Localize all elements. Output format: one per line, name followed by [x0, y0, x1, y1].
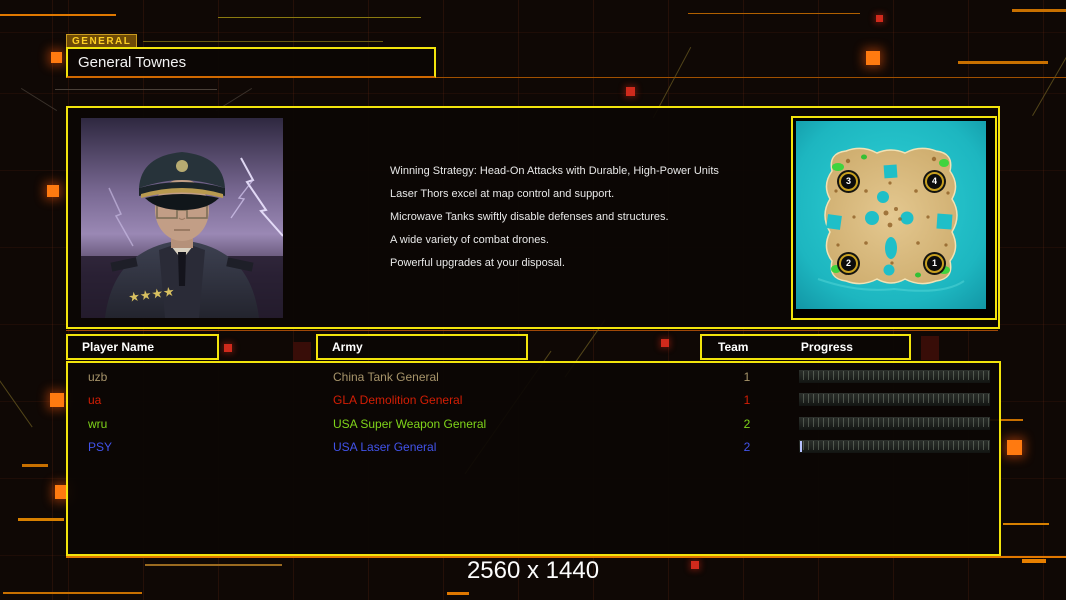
general-portrait: ★★★★	[81, 118, 284, 318]
general-name: General Townes	[78, 54, 187, 71]
decor-square-red	[224, 344, 232, 352]
player-army: USA Laser General	[333, 440, 437, 454]
briefing-line: A wide variety of combat drones.	[390, 234, 549, 246]
decor-line	[66, 330, 998, 331]
load-progress-bar	[799, 393, 990, 406]
svg-text:★★★★: ★★★★	[127, 285, 175, 306]
decor-line	[958, 61, 1048, 64]
player-army: China Tank General	[333, 370, 439, 384]
decor-line	[1003, 523, 1049, 525]
decor-line	[66, 77, 1066, 78]
briefing-line: Powerful upgrades at your disposal.	[390, 257, 565, 269]
strategy-briefing: Winning Strategy: Head-On Attacks with D…	[390, 163, 790, 278]
decor-diagonal	[1032, 54, 1066, 117]
general-portrait-image: ★★★★	[81, 118, 284, 318]
briefing-line: Laser Thors excel at map control and sup…	[390, 188, 615, 200]
player-team: 2	[743, 440, 751, 454]
map-start-marker: 4	[925, 172, 944, 191]
army-header: Army	[316, 334, 528, 360]
decor-line	[447, 592, 469, 595]
briefing-line: Microwave Tanks swiftly disable defenses…	[390, 211, 669, 223]
player-army: GLA Demolition General	[333, 393, 463, 407]
team-header-label: Team	[718, 340, 749, 354]
load-progress-bar	[799, 370, 990, 383]
player-row: ua GLA Demolition General 1	[68, 390, 999, 410]
load-progress-bar	[799, 417, 990, 430]
decor-line	[145, 564, 282, 566]
player-team: 1	[743, 393, 751, 407]
player-name: wru	[88, 417, 108, 431]
player-army: USA Super Weapon General	[333, 417, 487, 431]
decor-line	[55, 89, 217, 90]
marker-number: 4	[931, 176, 937, 186]
decor-line	[688, 13, 860, 14]
player-name-header: Player Name	[66, 334, 219, 360]
map-preview-image	[796, 121, 986, 309]
decor-line	[3, 592, 142, 594]
decor-square	[1007, 440, 1022, 455]
decor-line	[18, 518, 64, 521]
decor-diagonal	[20, 87, 58, 112]
general-info-panel: ★★★★ Winning Strategy: Head-On Attacks w…	[66, 106, 1000, 329]
player-row: PSY USA Laser General 2	[68, 437, 999, 457]
player-team: 2	[743, 417, 751, 431]
player-row: uzb China Tank General 1	[68, 367, 999, 387]
decor-square-red	[691, 561, 699, 569]
decor-square	[866, 51, 880, 65]
decor-line	[143, 41, 383, 42]
decor-line	[66, 556, 1066, 558]
marker-number: 2	[845, 258, 851, 268]
decor-line	[22, 464, 48, 467]
marker-number: 3	[845, 176, 851, 186]
general-name-box: General Townes	[66, 47, 436, 78]
marker-number: 1	[931, 258, 937, 268]
decor-block	[921, 336, 939, 360]
decor-line	[987, 419, 1023, 421]
player-name: uzb	[88, 370, 108, 384]
resolution-label: 2560 x 1440	[466, 557, 600, 584]
decor-line	[0, 14, 116, 16]
decor-square	[50, 393, 64, 407]
player-name: PSY	[88, 440, 113, 454]
decor-line	[218, 17, 421, 18]
decor-block	[293, 342, 311, 360]
player-list-panel: uzb China Tank General 1 ua GLA Demoliti…	[66, 361, 1001, 556]
decor-line	[1012, 9, 1066, 12]
map-start-marker: 1	[925, 254, 944, 273]
team-progress-header: Team Progress	[700, 334, 911, 360]
player-name-header-label: Player Name	[82, 340, 155, 354]
load-progress-fill	[800, 441, 803, 452]
player-team: 1	[743, 370, 751, 384]
briefing-line: Winning Strategy: Head-On Attacks with D…	[390, 165, 719, 177]
progress-header-label: Progress	[800, 340, 853, 354]
decor-square	[55, 485, 69, 499]
decor-square-red	[876, 15, 883, 22]
decor-square-red	[626, 87, 635, 96]
decor-diagonal	[0, 377, 33, 428]
decor-square	[47, 185, 59, 197]
load-progress-bar	[799, 440, 990, 453]
map-preview: 3 4 2 1	[791, 116, 997, 320]
player-name: ua	[88, 393, 102, 407]
player-row: wru USA Super Weapon General 2	[68, 414, 999, 434]
map-start-marker: 2	[839, 254, 858, 273]
army-header-label: Army	[332, 340, 363, 354]
map-start-marker: 3	[839, 172, 858, 191]
decor-square	[51, 52, 62, 63]
decor-line	[1022, 559, 1046, 563]
decor-square-red	[661, 339, 669, 347]
